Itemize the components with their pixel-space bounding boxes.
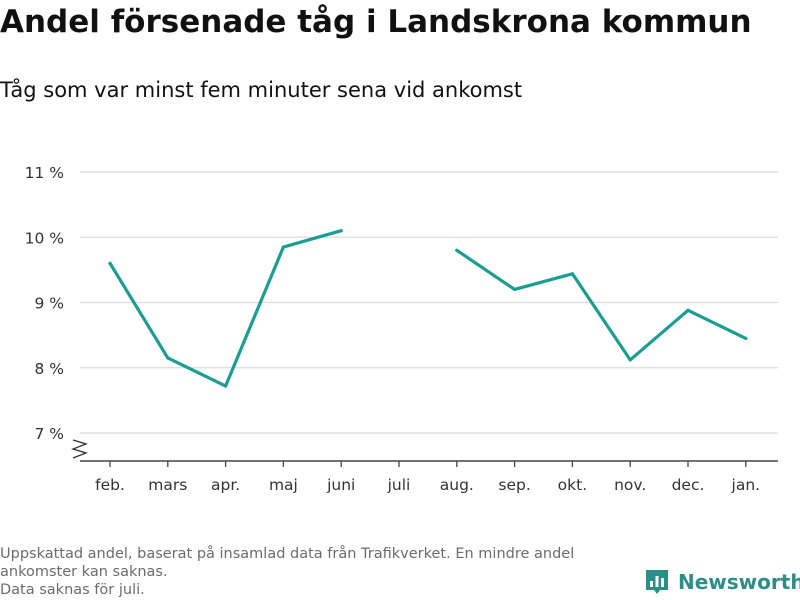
x-tick-label: jan. [731, 476, 761, 494]
series-line-segment [455, 248, 748, 362]
data-point [339, 229, 343, 233]
y-tick-label: 8 % [34, 360, 64, 378]
x-tick-label: mars [148, 476, 187, 494]
chart-title: Andel försenade tåg i Landskrona kommun [0, 4, 752, 40]
data-point [224, 384, 228, 388]
x-tick-label: dec. [672, 476, 705, 494]
data-point [628, 358, 632, 362]
y-tick-label: 7 % [34, 425, 64, 443]
y-tick-label: 11 % [25, 164, 64, 182]
bar-chart-logo-icon [646, 570, 668, 594]
brand-logo: Newsworthy [644, 568, 800, 596]
y-tick-label: 9 % [34, 295, 64, 313]
series-line-segment [108, 229, 343, 388]
x-tick-label: nov. [614, 476, 646, 494]
data-point [455, 248, 459, 252]
x-tick-label: apr. [211, 476, 240, 494]
footnote-line-1: Uppskattad andel, baserat på insamlad da… [0, 546, 575, 562]
x-tick-label: juli [387, 476, 411, 494]
x-tick-label: okt. [558, 476, 587, 494]
data-point [108, 261, 112, 265]
x-tick-label: feb. [95, 476, 125, 494]
brand-name: Newsworthy [678, 570, 800, 594]
chart-subtitle: Tåg som var minst fem minuter sena vid a… [0, 78, 523, 102]
data-point [570, 272, 575, 276]
data-point [166, 356, 170, 360]
x-tick-label: sep. [498, 476, 530, 494]
y-tick-label: 10 % [25, 229, 64, 247]
axis-break-icon [71, 439, 88, 459]
x-tick-label: maj [269, 476, 298, 494]
x-tick-label: aug. [440, 476, 474, 494]
data-point [513, 287, 517, 292]
data-point [744, 336, 748, 340]
footnote-line-3: Data saknas för juli. [0, 582, 145, 598]
line-chart: 7 % 8 % 9 % 10 % 11 % feb. mars apr. maj juni juli… [25, 164, 778, 494]
footnote-line-2: ankomster kan saknas. [0, 564, 168, 580]
data-point [281, 245, 285, 249]
data-point [686, 308, 690, 312]
x-tick-label: juni [326, 476, 355, 494]
